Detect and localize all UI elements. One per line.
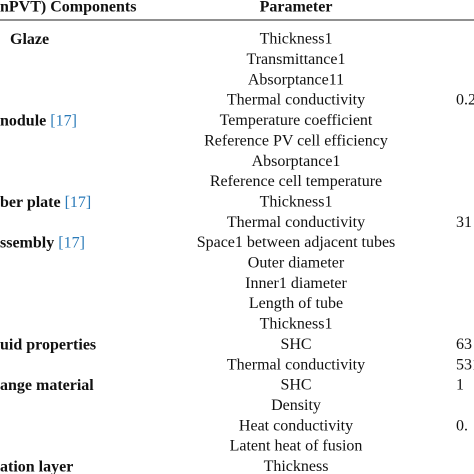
component-label: ber plate [17] (0, 193, 91, 210)
value: 63 (456, 336, 472, 353)
parameter: Space1 between adjacent tubes (197, 234, 396, 251)
component-name: Glaze (10, 31, 49, 48)
value: 0.2 (456, 92, 474, 109)
parameter: Density (271, 397, 321, 414)
component-label: ation layer (0, 458, 73, 474)
parameter: Thickness (264, 458, 329, 474)
parameter: Length of tube (249, 295, 343, 312)
reference-link: [17] (65, 193, 92, 210)
header-components: nPVT) Components (0, 0, 136, 16)
component-name: ation layer (0, 458, 73, 474)
parameter: Thickness1 (260, 316, 333, 333)
component-label: Glaze (10, 31, 49, 48)
parameter: Thickness1 (260, 193, 333, 210)
value: 531 (456, 356, 474, 373)
parameter: Transmittance1 (247, 51, 346, 68)
parameter: SHC (280, 336, 311, 353)
parameter: Absorptance11 (248, 71, 344, 88)
parameter: Absorptance1 (252, 153, 341, 170)
parameter: Inner1 diameter (245, 275, 347, 292)
value: 31 (456, 214, 472, 231)
parameter: SHC (280, 377, 311, 394)
component-name: nodule (0, 112, 46, 129)
component-name: ange material (0, 377, 94, 394)
component-name: ber plate (0, 193, 61, 210)
reference-link: [17] (50, 112, 77, 129)
component-label: uid properties (0, 336, 96, 353)
parameter: Thermal conductivity (227, 356, 365, 373)
parameter: Thermal conductivity (227, 92, 365, 109)
parameter: Reference cell temperature (210, 173, 382, 190)
parameter: Reference PV cell efficiency (204, 132, 388, 149)
component-label: nodule [17] (0, 112, 77, 129)
parameter: Temperature coefficient (220, 112, 373, 129)
parameter: Thermal conductivity (227, 214, 365, 231)
component-label: ange material (0, 377, 94, 394)
reference-link: [17] (58, 234, 85, 251)
parameter: Thickness1 (260, 31, 333, 48)
component-label: ssembly [17] (0, 234, 85, 251)
value: 1 (456, 377, 464, 394)
header-parameter: Parameter (260, 0, 333, 16)
component-name: uid properties (0, 336, 96, 353)
parameter: Heat conductivity (239, 417, 353, 434)
component-name: ssembly (0, 234, 54, 251)
parameter: Latent heat of fusion (230, 438, 363, 455)
parameter: Outer diameter (248, 255, 345, 272)
value: 0. (456, 417, 468, 434)
